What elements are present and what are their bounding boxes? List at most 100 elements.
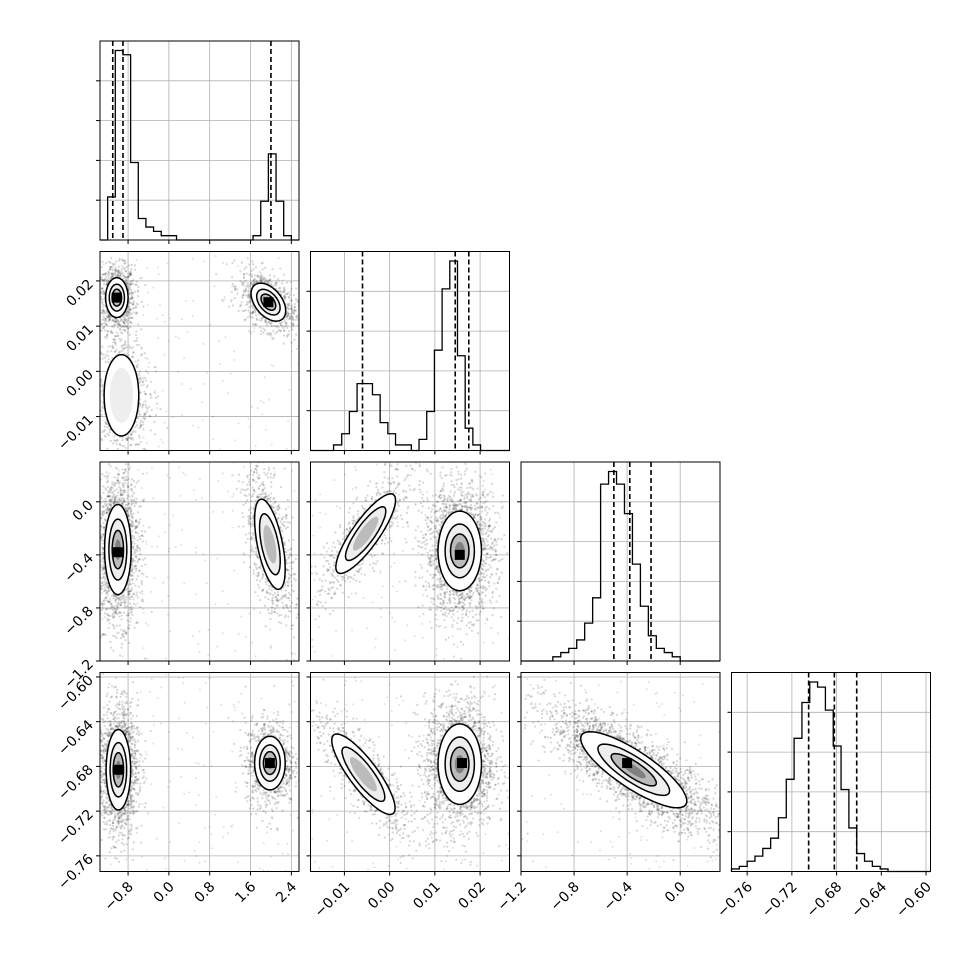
sample-point (285, 307, 289, 310)
sample-point (96, 579, 98, 581)
sample-point (122, 486, 125, 489)
sample-point (141, 590, 144, 593)
sample-point (113, 668, 115, 670)
sample-point (123, 488, 126, 492)
sample-point (285, 507, 288, 511)
sample-point (118, 499, 121, 503)
sample-point (135, 481, 138, 484)
sample-point (127, 463, 130, 466)
sample-point (281, 321, 284, 324)
sample-point (252, 307, 255, 310)
sample-point (105, 607, 108, 611)
sample-point (100, 329, 104, 332)
sample-point (112, 244, 114, 246)
sample-point (251, 405, 254, 408)
sample-point (233, 286, 236, 290)
sample-point (272, 506, 275, 510)
sample-point (234, 439, 237, 442)
sample-point (269, 617, 272, 621)
sample-point (139, 606, 142, 609)
sample-point (255, 317, 258, 320)
sample-point (284, 596, 287, 599)
sample-point (146, 407, 149, 410)
sample-point (249, 507, 252, 510)
sample-point (287, 609, 291, 613)
sample-point (213, 285, 216, 288)
sample-point (126, 438, 129, 442)
sample-point (101, 602, 104, 605)
sample-point (116, 273, 120, 276)
sample-point (150, 409, 153, 412)
sample-point (254, 552, 258, 555)
sample-point (267, 321, 270, 324)
sample-point (102, 353, 105, 356)
sample-point (142, 428, 145, 431)
sample-point (248, 293, 251, 296)
sample-point (97, 571, 99, 573)
sample-point (284, 515, 288, 518)
sample-point (128, 593, 131, 596)
sample-point (120, 601, 123, 605)
sample-point (125, 510, 128, 513)
sample-point (227, 392, 230, 395)
sample-point (105, 337, 108, 340)
sample-point (114, 599, 117, 602)
sample-point (106, 323, 109, 326)
sample-point (284, 514, 288, 517)
sample-point (283, 594, 287, 598)
sample-point (291, 561, 294, 565)
sample-point (250, 274, 254, 277)
sample-point (118, 271, 121, 274)
sample-point (135, 313, 138, 316)
sample-point (103, 321, 106, 325)
sample-point (248, 516, 251, 519)
sample-point (139, 553, 142, 556)
sample-point (244, 287, 247, 290)
sample-point (97, 518, 99, 520)
sample-point (131, 346, 134, 349)
sample-point (107, 586, 110, 589)
sample-point (255, 567, 259, 571)
sample-point (287, 304, 290, 307)
sample-point (129, 297, 132, 301)
sample-point (141, 406, 144, 409)
sample-point (236, 288, 239, 291)
sample-point (246, 281, 249, 285)
sample-point (134, 526, 137, 530)
sample-point (133, 566, 136, 570)
sample-point (232, 457, 234, 459)
sample-point (106, 447, 109, 450)
sample-point (136, 596, 139, 599)
sample-point (107, 315, 110, 319)
sample-point (300, 322, 302, 324)
sample-point (223, 298, 226, 301)
sample-point (285, 550, 288, 554)
sample-point (288, 315, 291, 319)
sample-point (108, 600, 112, 604)
sample-point (130, 502, 133, 505)
sample-point (117, 597, 120, 600)
sample-point (209, 324, 212, 327)
sample-point (101, 389, 104, 392)
sample-point (142, 305, 145, 308)
sample-point (115, 604, 118, 607)
sample-point (123, 276, 126, 279)
sample-point (95, 534, 97, 536)
sample-point (221, 298, 224, 301)
sample-point (250, 269, 253, 273)
sample-point (281, 279, 284, 282)
sample-point (103, 310, 106, 313)
sample-point (123, 321, 126, 325)
panel-frame (99, 40, 300, 241)
sample-point (104, 589, 108, 592)
sample-point (116, 606, 119, 609)
sample-point (110, 349, 113, 353)
sample-point (205, 371, 208, 374)
sample-point (100, 295, 103, 299)
histogram-step (100, 49, 299, 241)
sample-point (285, 323, 288, 326)
sample-point (146, 303, 149, 306)
sample-point (259, 279, 262, 282)
sample-point (127, 592, 130, 595)
sample-point (135, 548, 138, 551)
